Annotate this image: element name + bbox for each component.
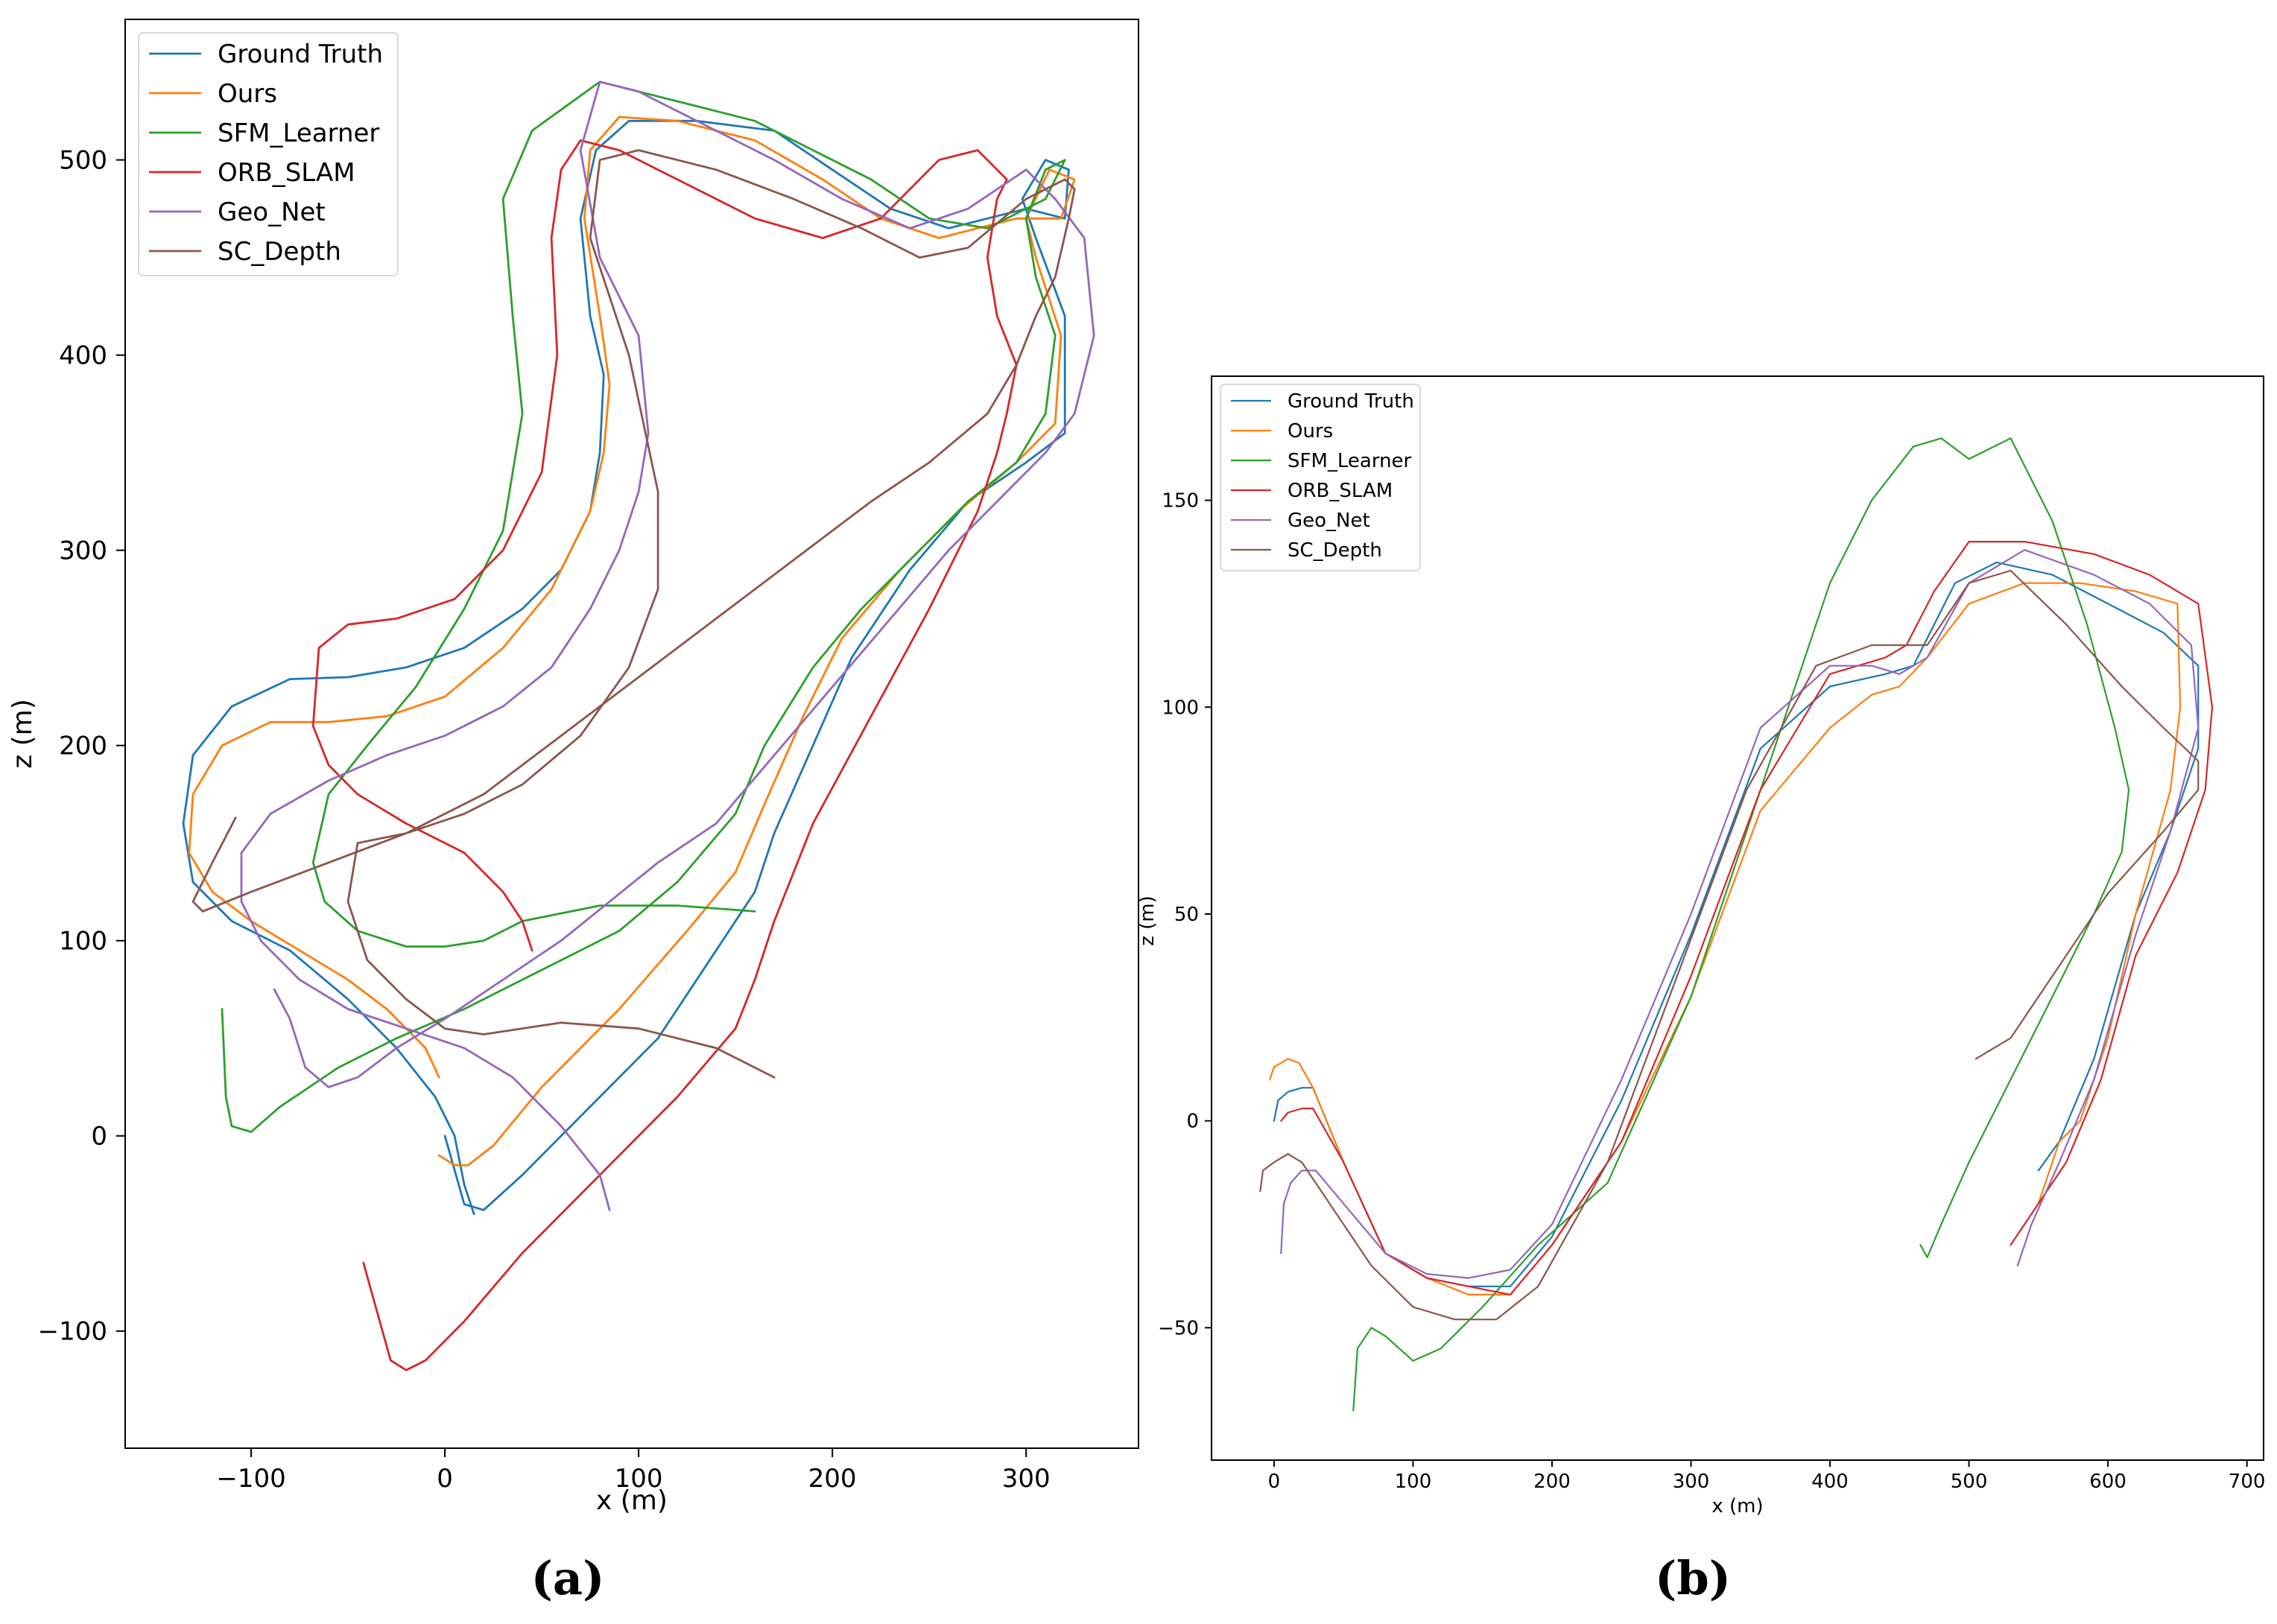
panel-b-legend-label-orb-slam: ORB_SLAM [1288, 480, 1393, 502]
panel-b-series-group [1259, 437, 2214, 1412]
panel-b-y-tick-label: 50 [1174, 904, 1199, 926]
panel-a-x-tick-label: 200 [808, 1464, 857, 1494]
panel-b-y-axis-title: z (m) [1136, 895, 1159, 946]
panel-a-x-ticks: −100 0 100 200 300 [216, 1448, 1051, 1494]
panel-b-x-tick-label: 300 [1673, 1471, 1710, 1493]
panel-b-x-tick-label: 0 [1268, 1471, 1281, 1493]
panel-a-legend-label-orb-slam: ORB_SLAM [218, 158, 355, 188]
panel-a-y-axis-title: z (m) [7, 699, 38, 769]
panel-b-series-sfm-learner-line [1352, 437, 2130, 1412]
panel-a-legend-label-sfm-learner: SFM_Learner [218, 118, 379, 148]
panel-a: −100 0 100 200 300 −100 0 100 200 300 400 500 x (m… [7, 19, 1139, 1605]
panel-a-x-tick-label: 300 [1002, 1464, 1051, 1494]
panel-b-x-ticks: 0 100 200 300 400 500 600 700 [1268, 1460, 2266, 1493]
panel-b-x-axis-title: x (m) [1711, 1495, 1763, 1517]
panel-b-x-tick-label: 700 [2229, 1471, 2266, 1493]
panel-a-series-sc-depth-line [191, 149, 1076, 1079]
panel-b-legend: Ground Truth Ours SFM_Learner ORB_SLAM Geo_N… [1220, 384, 1421, 571]
panel-b-series-orb-slam-line [1280, 540, 2214, 1296]
panel-a-label: (a) [531, 1551, 605, 1605]
panel-b-y-tick-label: 150 [1162, 490, 1199, 513]
panel-b-label: (b) [1655, 1551, 1731, 1605]
panel-b-legend-label-geo-net: Geo_Net [1288, 510, 1370, 532]
panel-a-series-sfm-learner-line [221, 80, 1066, 1133]
panel-b-legend-label-sfm-learner: SFM_Learner [1288, 450, 1412, 472]
panel-b-y-tick-label: 100 [1162, 697, 1199, 719]
panel-b-y-tick-label: 0 [1186, 1111, 1199, 1133]
panel-b-series-ours-line [1269, 582, 2182, 1296]
panel-b-legend-label-ground-truth: Ground Truth [1288, 390, 1414, 413]
panel-a-y-tick-label: −100 [38, 1317, 107, 1347]
panel-a-x-tick-label: 0 [437, 1464, 453, 1494]
panel-a-y-tick-label: 300 [59, 536, 107, 566]
panel-a-series-orb-slam-line [311, 139, 1018, 1371]
panel-a-x-tick-label: 100 [615, 1464, 663, 1494]
panel-a-legend-label-geo-net: Geo_Net [218, 197, 326, 227]
panel-b-x-tick-label: 600 [2089, 1471, 2126, 1493]
panel-a-series-group [182, 80, 1095, 1371]
panel-a-x-tick-label: −100 [216, 1464, 285, 1494]
panel-a-x-axis-title: x (m) [596, 1485, 668, 1516]
panel-a-y-ticks: −100 0 100 200 300 400 500 [38, 146, 125, 1347]
panel-a-legend-label-ground-truth: Ground Truth [218, 39, 383, 69]
panel-b-legend-label-sc-depth: SC_Depth [1288, 539, 1382, 562]
panel-a-y-tick-label: 100 [59, 927, 107, 957]
panel-b-x-tick-label: 500 [1951, 1471, 1988, 1493]
panel-a-series-ours-line [188, 115, 1076, 1167]
panel-b-y-tick-label: −50 [1158, 1317, 1199, 1339]
panel-a-y-tick-label: 400 [59, 341, 107, 371]
panel-b: 0 100 200 300 400 500 600 700 −50 0 50 100 150 x (m… [1136, 375, 2266, 1605]
panel-b-legend-label-ours: Ours [1288, 420, 1333, 443]
panel-a-legend-label-ours: Ours [218, 79, 277, 109]
panel-a-y-tick-label: 500 [59, 146, 107, 176]
panel-a-legend-label-sc-depth: SC_Depth [218, 237, 341, 267]
panel-b-series-geo-net-line [1280, 549, 2200, 1279]
panel-b-series-sc-depth-line [1259, 569, 2200, 1321]
panel-b-x-tick-label: 200 [1533, 1471, 1571, 1493]
panel-b-x-tick-label: 100 [1395, 1471, 1432, 1493]
panel-a-y-tick-label: 200 [59, 732, 107, 761]
panel-a-y-tick-label: 0 [91, 1122, 107, 1152]
panel-b-x-tick-label: 400 [1811, 1471, 1849, 1493]
panel-a-legend: Ground Truth Ours SFM_Learner ORB_SLAM Geo_N… [138, 32, 399, 276]
panel-b-y-ticks: −50 0 50 100 150 [1158, 490, 1212, 1339]
panel-a-legend-box [138, 32, 399, 276]
panel-a-series-geo-net-line [240, 80, 1095, 1211]
